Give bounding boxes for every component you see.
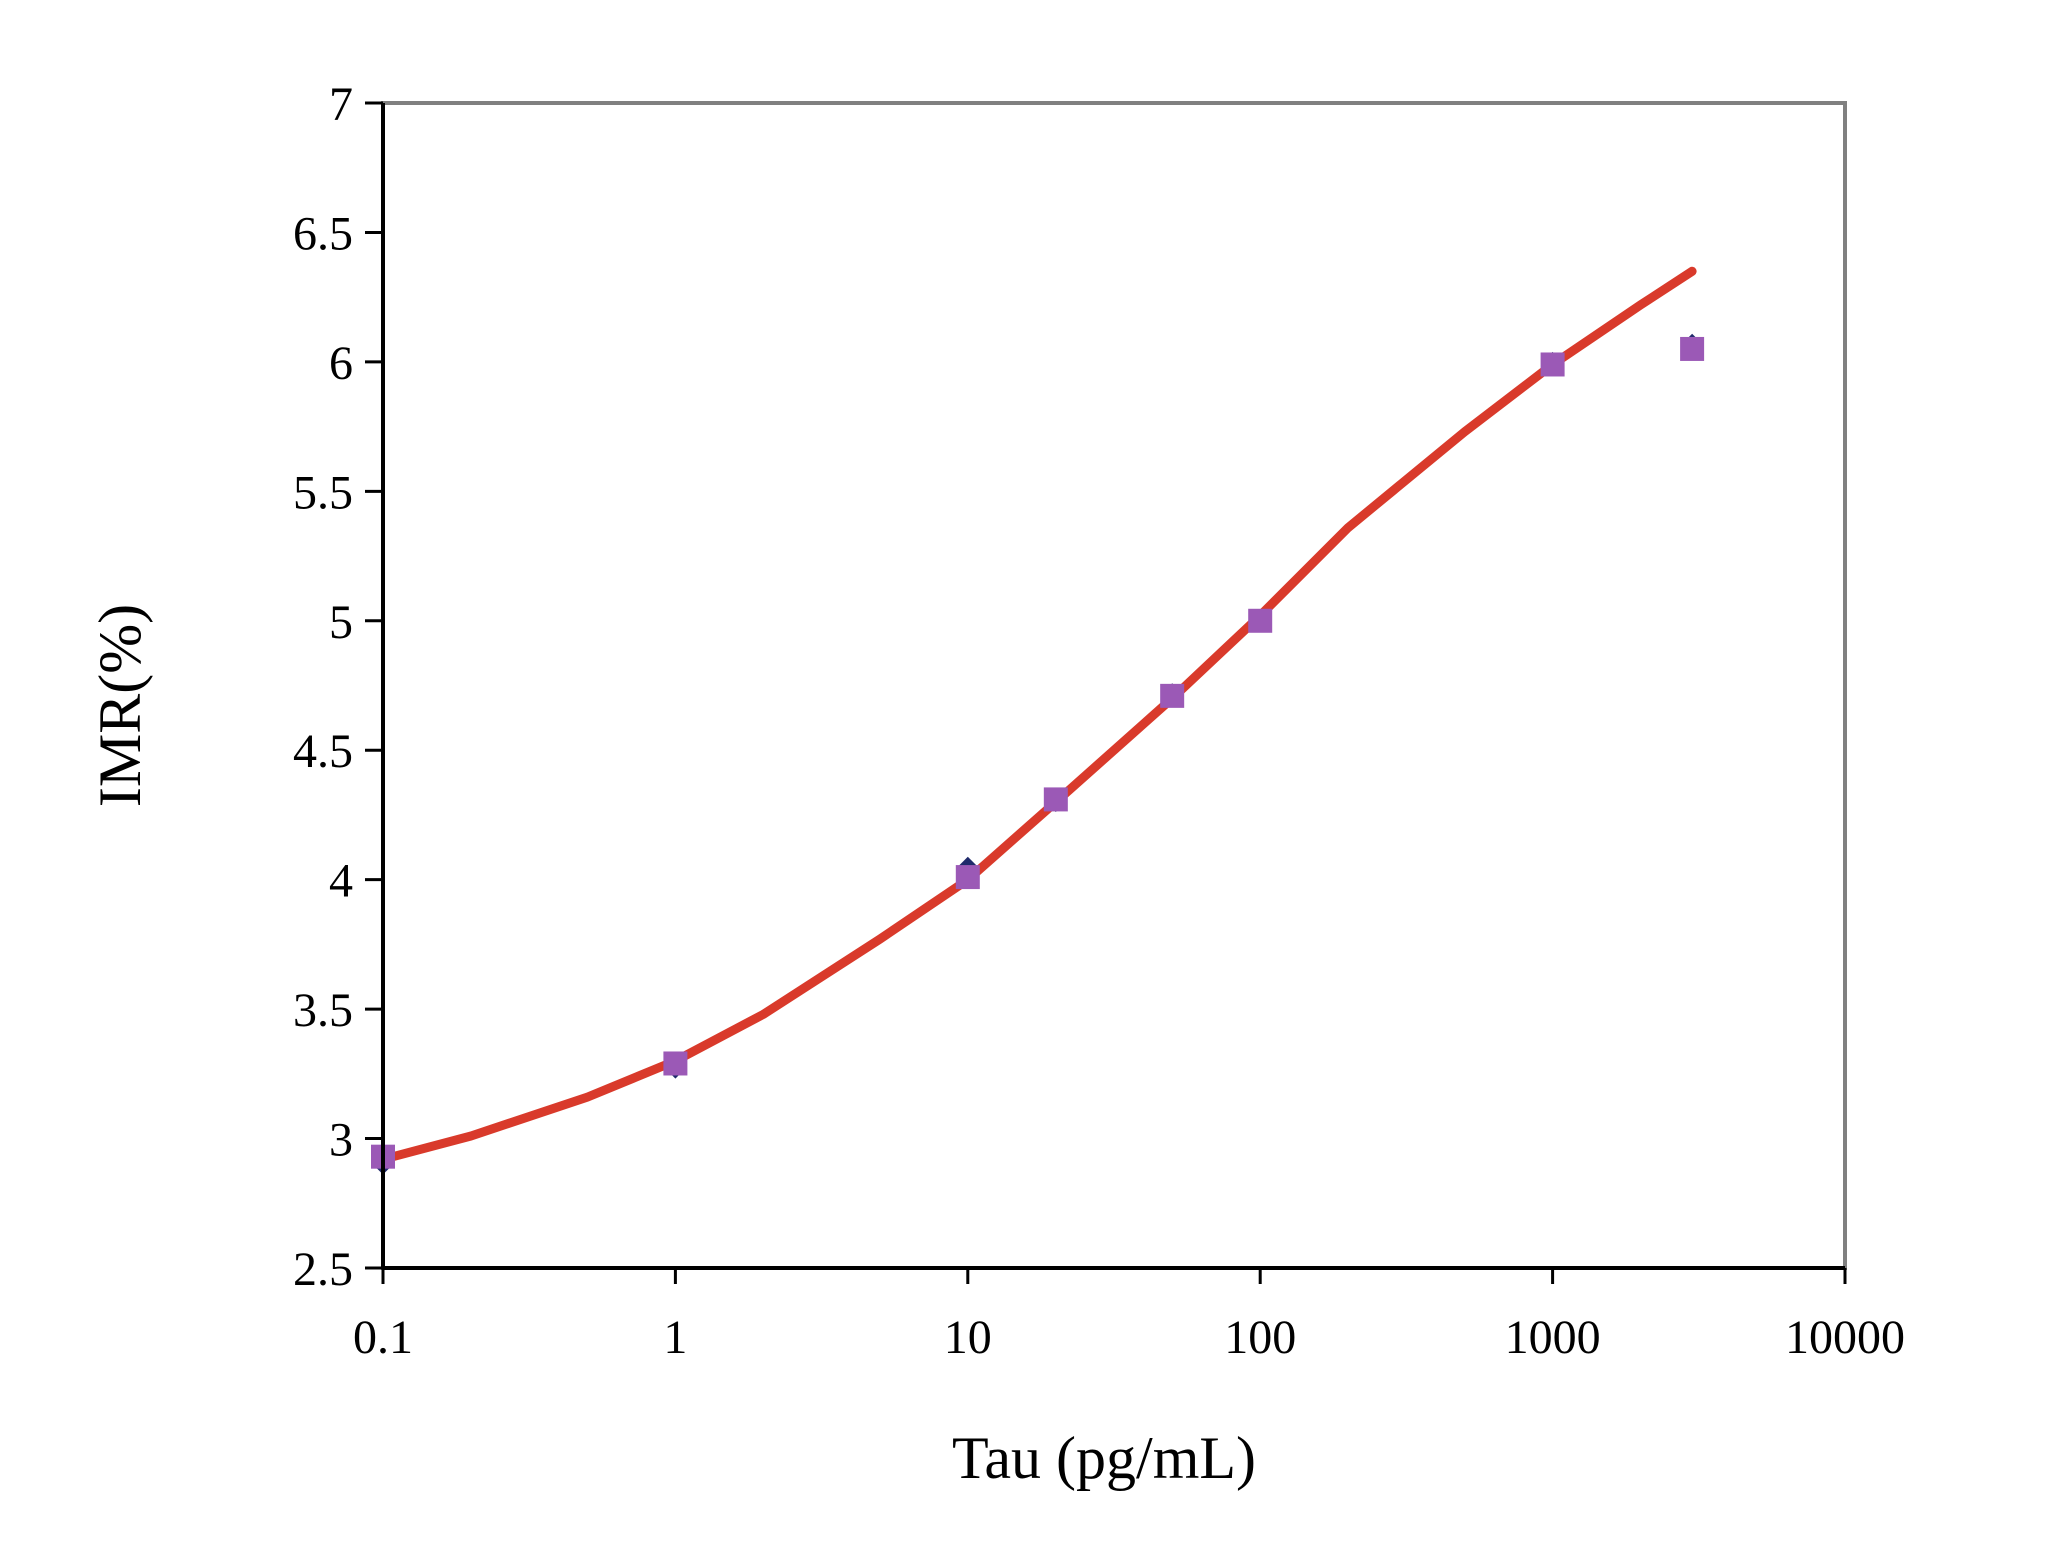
x-tick-label: 10 [944, 1311, 992, 1364]
data-point-square [955, 865, 980, 890]
data-point-square [1680, 336, 1705, 361]
y-tick-label: 7 [329, 78, 353, 131]
y-tick-label: 5 [329, 596, 353, 649]
data-point-square [1248, 608, 1273, 633]
y-tick-label: 2.5 [293, 1243, 353, 1296]
y-tick-label: 5.5 [293, 466, 353, 519]
data-point-square [663, 1051, 688, 1076]
y-axis: 2.5 3 3.5 4 4.5 5 5.5 6 6.5 7 [293, 78, 383, 1296]
x-tick-label: 1 [663, 1311, 687, 1364]
y-tick-label: 4 [329, 855, 353, 908]
series-layer [371, 266, 1705, 1175]
data-point-square [1043, 787, 1068, 812]
y-tick-label: 4.5 [293, 725, 353, 778]
y-tick-label: 6 [329, 337, 353, 390]
y-axis-title: IMR(%) [87, 604, 153, 807]
y-tick-label: 3 [329, 1114, 353, 1167]
x-tick-label: 100 [1224, 1311, 1296, 1364]
x-tick-label: 10000 [1785, 1311, 1905, 1364]
fit-curve-line [378, 266, 1697, 1164]
data-point-square [1160, 683, 1185, 708]
y-tick-label: 6.5 [293, 207, 353, 260]
x-tick-label: 0.1 [353, 1311, 413, 1364]
x-axis: 0.1 1 10 100 1000 10000 [353, 1268, 1905, 1364]
x-axis-title: Tau (pg/mL) [952, 1425, 1256, 1491]
x-tick-label: 1000 [1505, 1311, 1601, 1364]
data-point-square [1540, 352, 1565, 377]
y-tick-label: 3.5 [293, 984, 353, 1037]
